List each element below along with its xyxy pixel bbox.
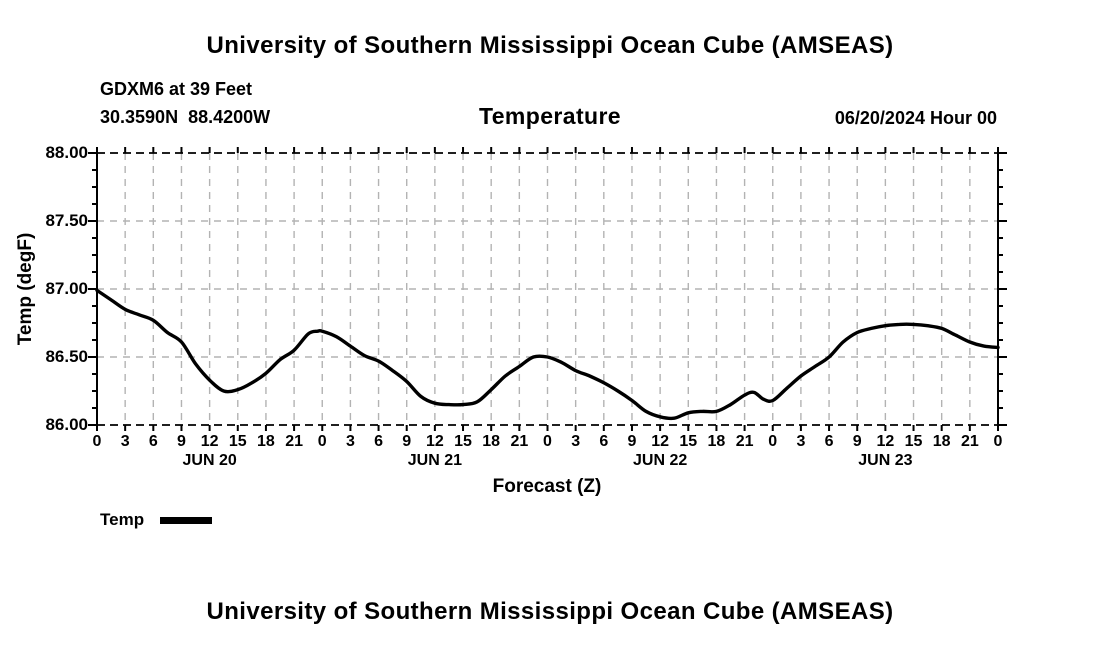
x-tick-label: 15: [904, 433, 923, 450]
x-tick-label: 9: [402, 433, 412, 450]
x-tick-label: 9: [177, 433, 186, 450]
x-tick-label: 12: [200, 433, 219, 450]
x-tick-label: 12: [651, 433, 670, 450]
day-label: JUN 20: [182, 452, 237, 469]
x-tick-label: 21: [735, 433, 754, 450]
x-tick-label: 9: [627, 433, 637, 450]
coordinates-label: 30.3590N 88.4200W: [100, 107, 271, 127]
x-tick-label: 15: [228, 433, 247, 450]
y-tick-label: 87.50: [45, 211, 88, 230]
x-tick-label: 0: [317, 433, 327, 450]
x-tick-label: 3: [120, 433, 130, 450]
x-tick-label: 18: [482, 433, 501, 450]
x-tick-label: 21: [285, 433, 303, 450]
series-temp-line: [95, 288, 1000, 421]
legend-series-label: Temp: [100, 510, 145, 529]
x-tick-label: 21: [510, 433, 529, 450]
x-tick-label: 15: [679, 433, 698, 450]
x-tick-label: 0: [92, 433, 102, 450]
page-title-bottom: University of Southern Mississippi Ocean…: [206, 598, 894, 625]
x-axis-title: Forecast (Z): [492, 476, 602, 497]
y-tick-label: 87.00: [45, 279, 88, 298]
day-label: JUN 23: [858, 452, 913, 469]
y-tick-label: 88.00: [45, 143, 88, 162]
x-tick-label: 18: [257, 433, 275, 450]
x-tick-label: 6: [148, 433, 158, 450]
x-tick-label: 12: [876, 433, 895, 450]
x-tick-label: 6: [599, 433, 609, 450]
y-tick-label: 86.00: [45, 415, 88, 434]
x-tick-label: 0: [993, 433, 1003, 450]
x-tick-label: 6: [374, 433, 384, 450]
x-tick-label: 3: [345, 433, 355, 450]
y-tick-label: 86.50: [45, 347, 88, 366]
x-tick-label: 6: [824, 433, 834, 450]
x-tick-label: 12: [425, 433, 444, 450]
plot-title: Temperature: [478, 103, 622, 129]
x-tick-label: 3: [796, 433, 806, 450]
x-tick-label: 9: [852, 433, 862, 450]
run-time-label: 06/20/2024 Hour 00: [834, 108, 997, 128]
x-tick-label: 18: [932, 433, 951, 450]
x-tick-label: 18: [707, 433, 726, 450]
x-tick-label: 0: [543, 433, 552, 450]
x-tick-label: 3: [571, 433, 581, 450]
day-label: JUN 22: [633, 452, 688, 469]
station-label: GDXM6 at 39 Feet: [100, 79, 253, 99]
x-tick-label: 0: [768, 433, 778, 450]
day-label: JUN 21: [407, 452, 462, 469]
x-tick-label: 21: [960, 433, 979, 450]
x-tick-label: 15: [454, 433, 472, 450]
legend-line-swatch: [160, 517, 212, 524]
page-title-top: University of Southern Mississippi Ocean…: [206, 32, 894, 59]
